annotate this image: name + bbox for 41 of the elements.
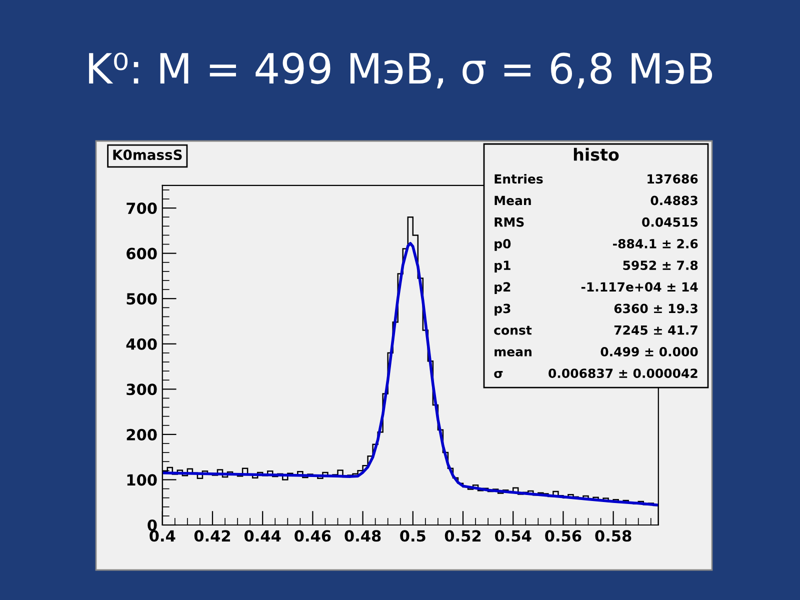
annotation: Mean — [494, 196, 531, 206]
y-tick-label: 0 — [148, 519, 157, 532]
x-tick-label: 0.44 — [244, 530, 281, 542]
annotation: mean — [494, 349, 532, 356]
x-tick-label: 0.4 — [150, 530, 176, 542]
annotation: 0.006837 ± 0.000042 — [548, 368, 698, 378]
x-tick-label: 0.56 — [545, 530, 582, 542]
y-tick-label: 600 — [126, 248, 157, 260]
annotation: 0.4883 — [650, 196, 698, 206]
text: Entries — [494, 174, 543, 184]
text: histo — [574, 148, 619, 161]
annotation: 0.04515 — [642, 217, 698, 227]
x-tick-label: 0.48 — [344, 530, 381, 542]
y-tick-label: 500 — [126, 293, 157, 305]
x-tick-label: 0.58 — [595, 530, 632, 542]
y-tick-label: 700 — [126, 202, 157, 214]
y-tick-label: 400 — [126, 338, 157, 350]
annotation: const — [494, 326, 532, 335]
text: K0massS — [113, 150, 182, 160]
x-tick-label: 0.52 — [444, 530, 481, 542]
annotation: 0.499 ± 0.000 — [600, 346, 698, 356]
y-tick-label: 200 — [126, 428, 157, 440]
annotation: -884.1 ± 2.6 — [613, 238, 698, 248]
annotation: RMS — [494, 217, 524, 227]
annotation: σ — [494, 371, 503, 378]
annotation: p2 — [494, 282, 510, 294]
x-tick-label: 0.5 — [400, 530, 426, 542]
y-tick-label: 300 — [126, 384, 157, 396]
x-tick-label: 0.46 — [294, 530, 331, 542]
annotation: 7245 ± 41.7 — [614, 325, 698, 335]
annotation: 6360 ± 19.3 — [614, 304, 698, 314]
text: 137686 — [648, 174, 698, 184]
annotation: p3 — [494, 304, 510, 316]
annotation: 5952 ± 7.8 — [623, 260, 698, 270]
x-tick-label: 0.54 — [494, 530, 532, 542]
annotation: -1.117e+04 ± 14 — [581, 282, 698, 292]
chart-title: K⁰: M = 499 МэВ, σ = 6,8 МэВ — [89, 52, 712, 88]
annotation: p0 — [494, 238, 511, 251]
y-tick-label: 100 — [127, 474, 157, 486]
annotation: p1 — [494, 260, 510, 272]
x-tick-label: 0.42 — [194, 530, 230, 542]
